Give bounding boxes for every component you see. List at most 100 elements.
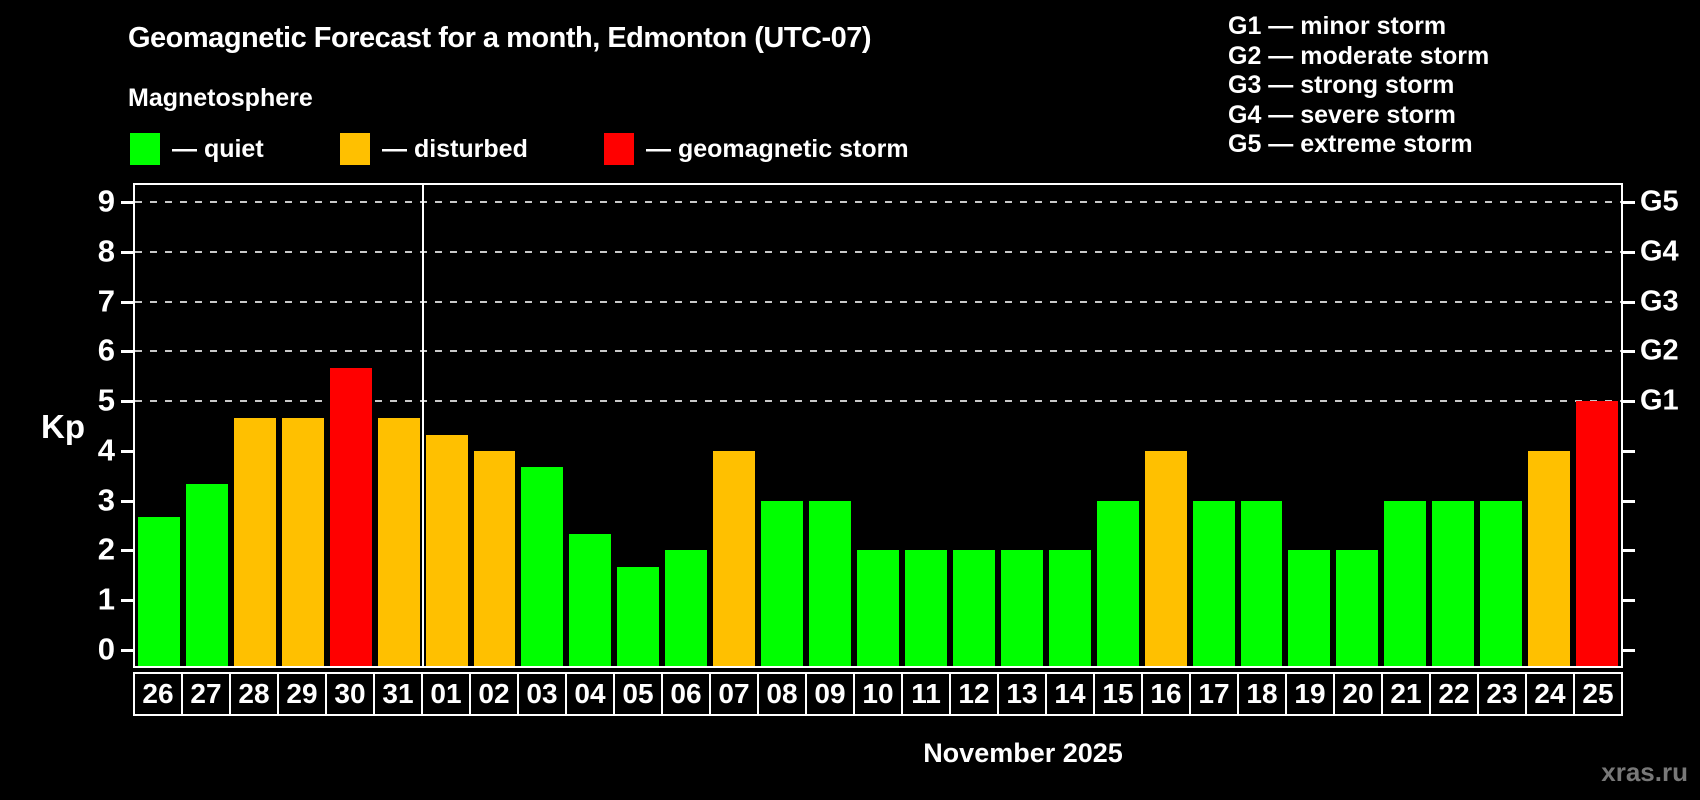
kp-bar-day-04 (569, 534, 612, 666)
kp-bar-day-01 (425, 434, 468, 666)
kp-bar-day-11 (904, 550, 947, 666)
kp-bar-day-18 (1240, 500, 1283, 666)
left-tick-kp5 (121, 400, 133, 404)
gridline-kp9 (135, 200, 1621, 203)
day-label-01: 01 (421, 674, 469, 714)
day-label-29: 29 (277, 674, 325, 714)
day-label-28: 28 (229, 674, 277, 714)
day-label-18: 18 (1237, 674, 1285, 714)
kp-bar-day-08 (761, 500, 804, 666)
gridline-kp7 (135, 300, 1621, 303)
x-axis-title: November 2025 (923, 738, 1123, 768)
day-label-14: 14 (1045, 674, 1093, 714)
g-legend-line: G3 — strong storm (1228, 71, 1455, 99)
g-level-label-G3: G3 (1640, 285, 1679, 318)
day-label-08: 08 (757, 674, 805, 714)
g-legend-line: G1 — minor storm (1228, 12, 1447, 40)
kp-bar-day-24 (1528, 450, 1571, 666)
kp-bar-day-09 (809, 500, 852, 666)
g-scale-legend: G1 — minor storm G2 — moderate storm G3 — … (1228, 12, 1489, 160)
day-label-20: 20 (1333, 674, 1381, 714)
chart-subtitle: Magnetosphere (128, 84, 313, 112)
g-level-label-G2: G2 (1640, 334, 1679, 367)
kp-bar-day-07 (713, 450, 756, 666)
y-tick-label-7: 7 (97, 282, 115, 318)
g-level-label-G1: G1 (1640, 384, 1679, 417)
day-label-07: 07 (709, 674, 757, 714)
kp-bar-day-28 (233, 417, 276, 666)
left-tick-kp8 (121, 250, 133, 254)
kp-bar-day-10 (857, 550, 899, 666)
right-tick-kp9 (1623, 200, 1635, 204)
gridline-kp6 (135, 350, 1621, 353)
kp-bar-day-16 (1144, 450, 1187, 666)
day-label-15: 15 (1093, 674, 1141, 714)
g-level-label-G5: G5 (1640, 185, 1679, 218)
left-tick-kp4 (121, 449, 133, 453)
day-label-02: 02 (469, 674, 517, 714)
gridline-kp5 (135, 400, 1621, 403)
g-legend-line: G5 — extreme storm (1228, 130, 1473, 158)
right-tick-kp4 (1623, 449, 1635, 453)
day-label-26: 26 (135, 674, 181, 714)
legend-label-storm: — geomagnetic storm (646, 135, 909, 163)
y-axis-title: Kp (41, 408, 85, 445)
day-label-25: 25 (1573, 674, 1621, 714)
day-label-30: 30 (325, 674, 373, 714)
right-tick-kp2 (1623, 549, 1635, 553)
g-legend-line: G2 — moderate storm (1228, 41, 1490, 70)
day-label-06: 06 (661, 674, 709, 714)
right-tick-kp5 (1623, 400, 1635, 404)
day-label-04: 04 (565, 674, 613, 714)
kp-bar-day-06 (665, 550, 708, 666)
left-tick-kp6 (121, 350, 133, 354)
kp-bar-day-03 (521, 467, 564, 666)
y-tick-label-9: 9 (97, 183, 115, 219)
y-tick-label-6: 6 (97, 332, 115, 368)
kp-bar-day-22 (1432, 500, 1475, 666)
left-tick-kp7 (121, 300, 133, 304)
kp-bar-day-19 (1288, 550, 1331, 666)
day-label-17: 17 (1189, 674, 1237, 714)
right-tick-kp6 (1623, 350, 1635, 354)
storm-color-swatch (604, 133, 634, 165)
y-tick-label-2: 2 (97, 531, 115, 567)
kp-bar-day-29 (281, 417, 324, 666)
y-tick-label-5: 5 (97, 382, 115, 418)
g-legend-line: G4 — severe storm (1228, 100, 1456, 129)
legend-label-quiet: — quiet (172, 135, 264, 163)
day-label-31: 31 (373, 674, 421, 714)
kp-bar-day-30 (329, 367, 372, 666)
day-label-05: 05 (613, 674, 661, 714)
kp-bar-day-27 (185, 484, 228, 666)
kp-bar-day-17 (1192, 500, 1235, 666)
kp-bar-day-14 (1048, 550, 1091, 666)
left-tick-kp1 (121, 599, 133, 603)
plot-area (121, 183, 1635, 668)
right-tick-kp3 (1623, 499, 1635, 503)
kp-bar-day-31 (377, 417, 420, 666)
day-label-27: 27 (181, 674, 229, 714)
g-level-label-G4: G4 (1640, 235, 1679, 268)
disturbed-color-swatch (340, 133, 370, 165)
right-tick-kp0 (1623, 649, 1635, 652)
day-label-24: 24 (1525, 674, 1573, 714)
y-tick-label-8: 8 (97, 233, 115, 269)
day-label-13: 13 (997, 674, 1045, 714)
day-label-09: 09 (805, 674, 853, 714)
day-label-10: 10 (853, 674, 901, 714)
legend-label-disturbed: — disturbed (382, 135, 528, 163)
kp-bar-day-26 (138, 517, 180, 666)
day-label-23: 23 (1477, 674, 1525, 714)
right-tick-kp1 (1623, 599, 1635, 603)
right-tick-kp8 (1623, 250, 1635, 254)
y-tick-label-0: 0 (97, 631, 115, 667)
left-tick-kp3 (121, 499, 133, 503)
day-label-16: 16 (1141, 674, 1189, 714)
kp-bar-day-05 (617, 566, 660, 666)
x-axis-day-labels: 26 27 28 29 30 31 01 02 03 04 05 06 07 08 09 10 11 12 13 14… (133, 672, 1623, 716)
watermark: xras.ru (1601, 757, 1688, 787)
y-tick-label-4: 4 (97, 432, 115, 468)
left-tick-kp0 (121, 649, 133, 652)
